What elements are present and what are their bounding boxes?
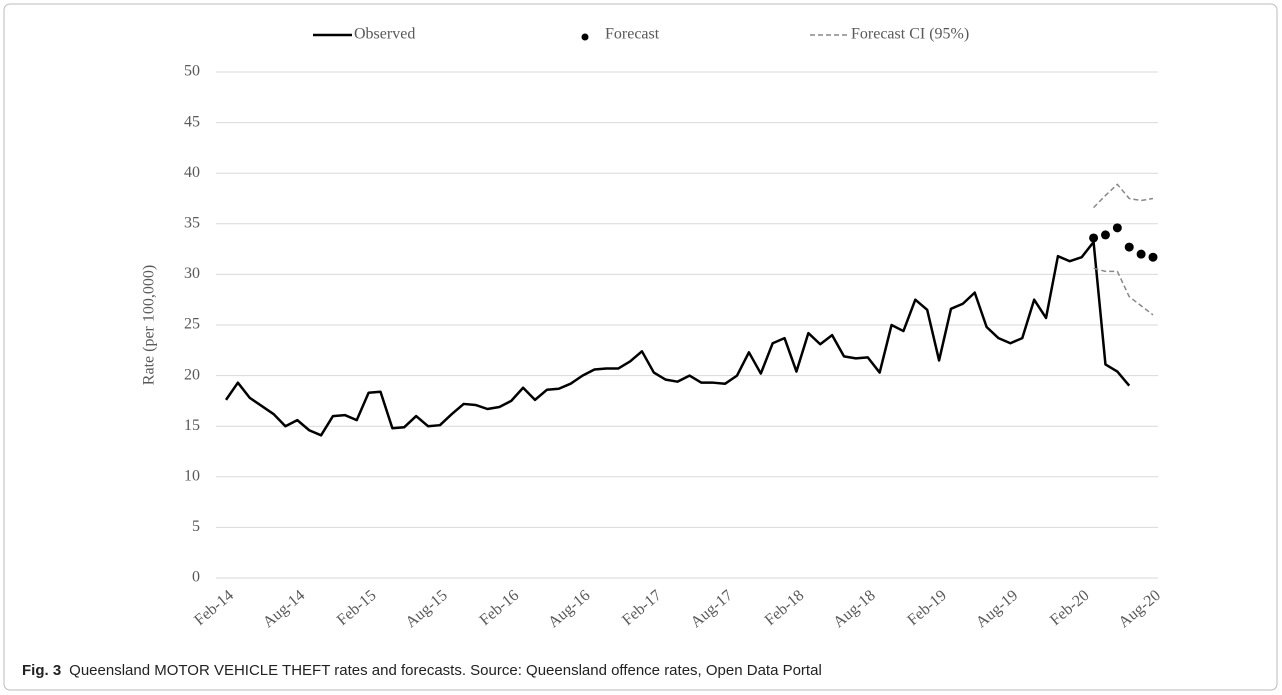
x-tick-label: Feb-20: [1047, 587, 1093, 629]
y-tick-label: 35: [184, 214, 200, 231]
ci-upper-line: [1093, 183, 1154, 209]
y-tick-label: 0: [192, 569, 200, 586]
y-tick-label: 30: [184, 265, 200, 282]
x-tick-label: Aug-15: [402, 587, 450, 631]
x-tick-label: Aug-20: [1116, 587, 1164, 631]
observed-line: [224, 240, 1131, 437]
y-axis-label: Rate (per 100,000): [141, 265, 158, 385]
forecast-dot: [1148, 252, 1158, 262]
caption-label: Fig. 3: [22, 662, 61, 679]
y-tick-label: 40: [184, 164, 200, 181]
legend-label: Forecast: [605, 26, 660, 43]
ci-lower-line: [1093, 267, 1154, 316]
x-tick-label: Aug-19: [973, 587, 1021, 631]
frame: [3, 3, 1278, 691]
forecast-dot: [1100, 230, 1110, 240]
legend-label: Forecast CI (95%): [851, 26, 969, 43]
y-tick-label: 45: [184, 113, 200, 130]
legend-label: Observed: [354, 26, 415, 43]
x-tick-label: Feb-19: [904, 587, 950, 629]
forecast-dot: [1089, 233, 1099, 243]
x-tick-label: Feb-15: [334, 587, 380, 629]
x-tick-label: Feb-17: [619, 587, 665, 629]
y-tick-label: 20: [184, 366, 200, 383]
legend-dot: [581, 33, 589, 41]
x-tick-label: Aug-14: [260, 587, 308, 631]
x-tick-label: Aug-18: [830, 587, 878, 631]
y-tick-label: 15: [184, 417, 200, 434]
y-tick-label: 5: [192, 518, 200, 535]
forecast-dot: [1112, 223, 1122, 233]
x-tick-label: Aug-17: [688, 587, 736, 631]
x-tick-label: Feb-16: [477, 587, 523, 629]
forecast-dot: [1136, 249, 1146, 259]
caption-text: Queensland MOTOR VEHICLE THEFT rates and…: [69, 662, 822, 679]
x-tick-label: Aug-16: [545, 587, 593, 631]
x-tick-label: Feb-18: [762, 587, 808, 629]
y-tick-label: 10: [184, 467, 200, 484]
y-tick-label: 25: [184, 316, 200, 333]
x-tick-label: Feb-14: [191, 587, 237, 629]
caption: Fig. 3 Queensland MOTOR VEHICLE THEFT rat…: [22, 662, 822, 679]
forecast-dot: [1124, 242, 1134, 252]
y-tick-label: 50: [184, 63, 200, 80]
